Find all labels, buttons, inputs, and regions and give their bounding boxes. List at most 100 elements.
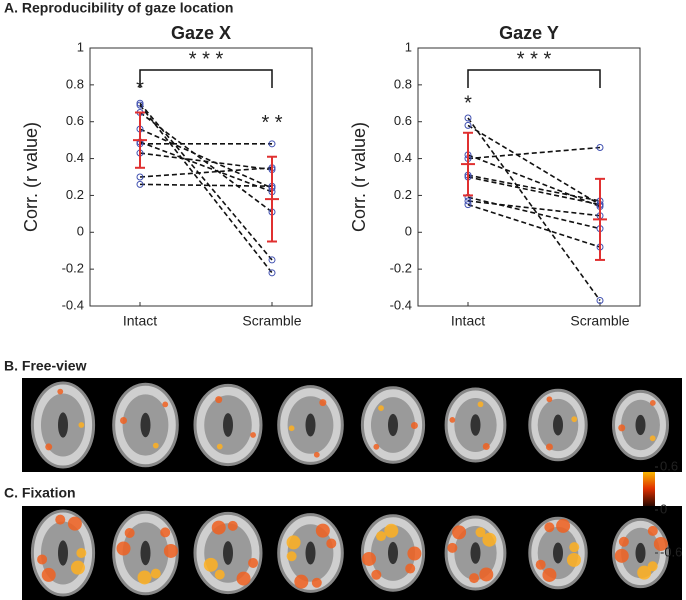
ventricle (388, 413, 398, 437)
y-tick-label: 0.6 (394, 113, 412, 128)
activation (407, 546, 422, 561)
activation (405, 563, 416, 574)
activation (614, 548, 629, 563)
y-axis-label: Corr. (r value) (21, 122, 41, 232)
activation (211, 520, 226, 535)
activation (55, 514, 66, 525)
y-tick-label: 0 (77, 224, 84, 239)
activation (214, 569, 225, 580)
activation (315, 523, 330, 538)
activation (288, 425, 295, 432)
significance-label: * (464, 92, 472, 114)
subject-point (596, 296, 604, 304)
y-tick-label: 1 (77, 39, 84, 54)
brain-images (22, 378, 682, 600)
panel-label: B. Free-view (4, 358, 87, 374)
activation (236, 571, 251, 586)
subject-line (467, 200, 601, 217)
panel-label: A. Reproducibility of gaze location (4, 0, 233, 16)
subject-point (268, 256, 276, 264)
activation (375, 531, 386, 542)
subject-line (139, 111, 273, 213)
subject-line (467, 146, 601, 160)
y-tick-label: 0.8 (66, 76, 84, 91)
activation (649, 400, 656, 406)
activation (649, 435, 656, 442)
y-tick-label: 0.2 (66, 187, 84, 202)
activation (477, 401, 484, 408)
activation (162, 401, 169, 408)
y-tick-label: -0.2 (62, 261, 84, 276)
activation (45, 443, 53, 451)
subject-line (139, 183, 273, 188)
subject-line (139, 152, 273, 171)
activation (152, 442, 159, 449)
subject-line (467, 117, 601, 301)
y-tick-label: -0.4 (390, 297, 412, 312)
y-tick-label: -0.4 (62, 297, 84, 312)
colorbar-tick-label: 0.6 (660, 458, 678, 473)
subject-point (136, 101, 144, 109)
activation (294, 574, 309, 589)
y-tick-label: 0.8 (394, 76, 412, 91)
activation (378, 405, 384, 412)
activation (120, 416, 128, 424)
activation (542, 567, 557, 582)
ventricle (635, 414, 646, 436)
activation (618, 536, 629, 547)
activation (311, 577, 322, 588)
ventricle (305, 413, 316, 437)
activation (215, 396, 223, 404)
activation (227, 520, 238, 531)
ventricle (635, 542, 646, 564)
subject-line (467, 203, 601, 248)
activation (286, 551, 297, 562)
significance-label: * * (261, 112, 282, 134)
ventricle (223, 413, 233, 437)
ventricle (58, 412, 68, 438)
activation (150, 568, 161, 579)
x-tick-label: Scramble (242, 313, 301, 329)
y-tick-label: 0 (405, 224, 412, 239)
y-axis-label: Corr. (r value) (349, 122, 369, 232)
ventricle (470, 542, 481, 564)
activation (410, 422, 418, 430)
activation (569, 542, 580, 553)
activation (57, 388, 64, 395)
activation (373, 443, 380, 450)
significance-label: * * * (517, 48, 552, 70)
colorbar-tick-label: -0.6 (660, 544, 682, 559)
chart-title: Gaze X (171, 23, 231, 43)
activation (37, 554, 48, 565)
activation (452, 525, 467, 540)
activation (566, 552, 581, 567)
activation (313, 451, 320, 458)
activation (124, 527, 135, 538)
subject-line (467, 176, 601, 206)
x-tick-label: Intact (123, 313, 157, 329)
subject-point (464, 201, 472, 209)
activation (78, 422, 85, 428)
subject-line (467, 124, 601, 206)
activation (571, 416, 578, 423)
y-tick-label: 0.4 (394, 150, 412, 165)
subject-point (464, 197, 472, 205)
x-tick-label: Scramble (570, 313, 629, 329)
significance-bracket (467, 69, 601, 88)
y-tick-label: 0.2 (394, 187, 412, 202)
activation (216, 443, 223, 450)
activation (449, 416, 456, 423)
activation (163, 543, 178, 558)
subject-line (467, 196, 601, 230)
activation (371, 569, 382, 580)
ventricle (305, 541, 316, 565)
activation (647, 561, 658, 572)
plot-frame (417, 47, 641, 307)
subject-line (139, 128, 273, 189)
subject-line (139, 104, 273, 274)
subject-point (464, 121, 472, 129)
y-tick-label: -0.2 (390, 261, 412, 276)
activation (76, 548, 87, 558)
activation (556, 518, 571, 533)
y-tick-label: 0.6 (66, 113, 84, 128)
